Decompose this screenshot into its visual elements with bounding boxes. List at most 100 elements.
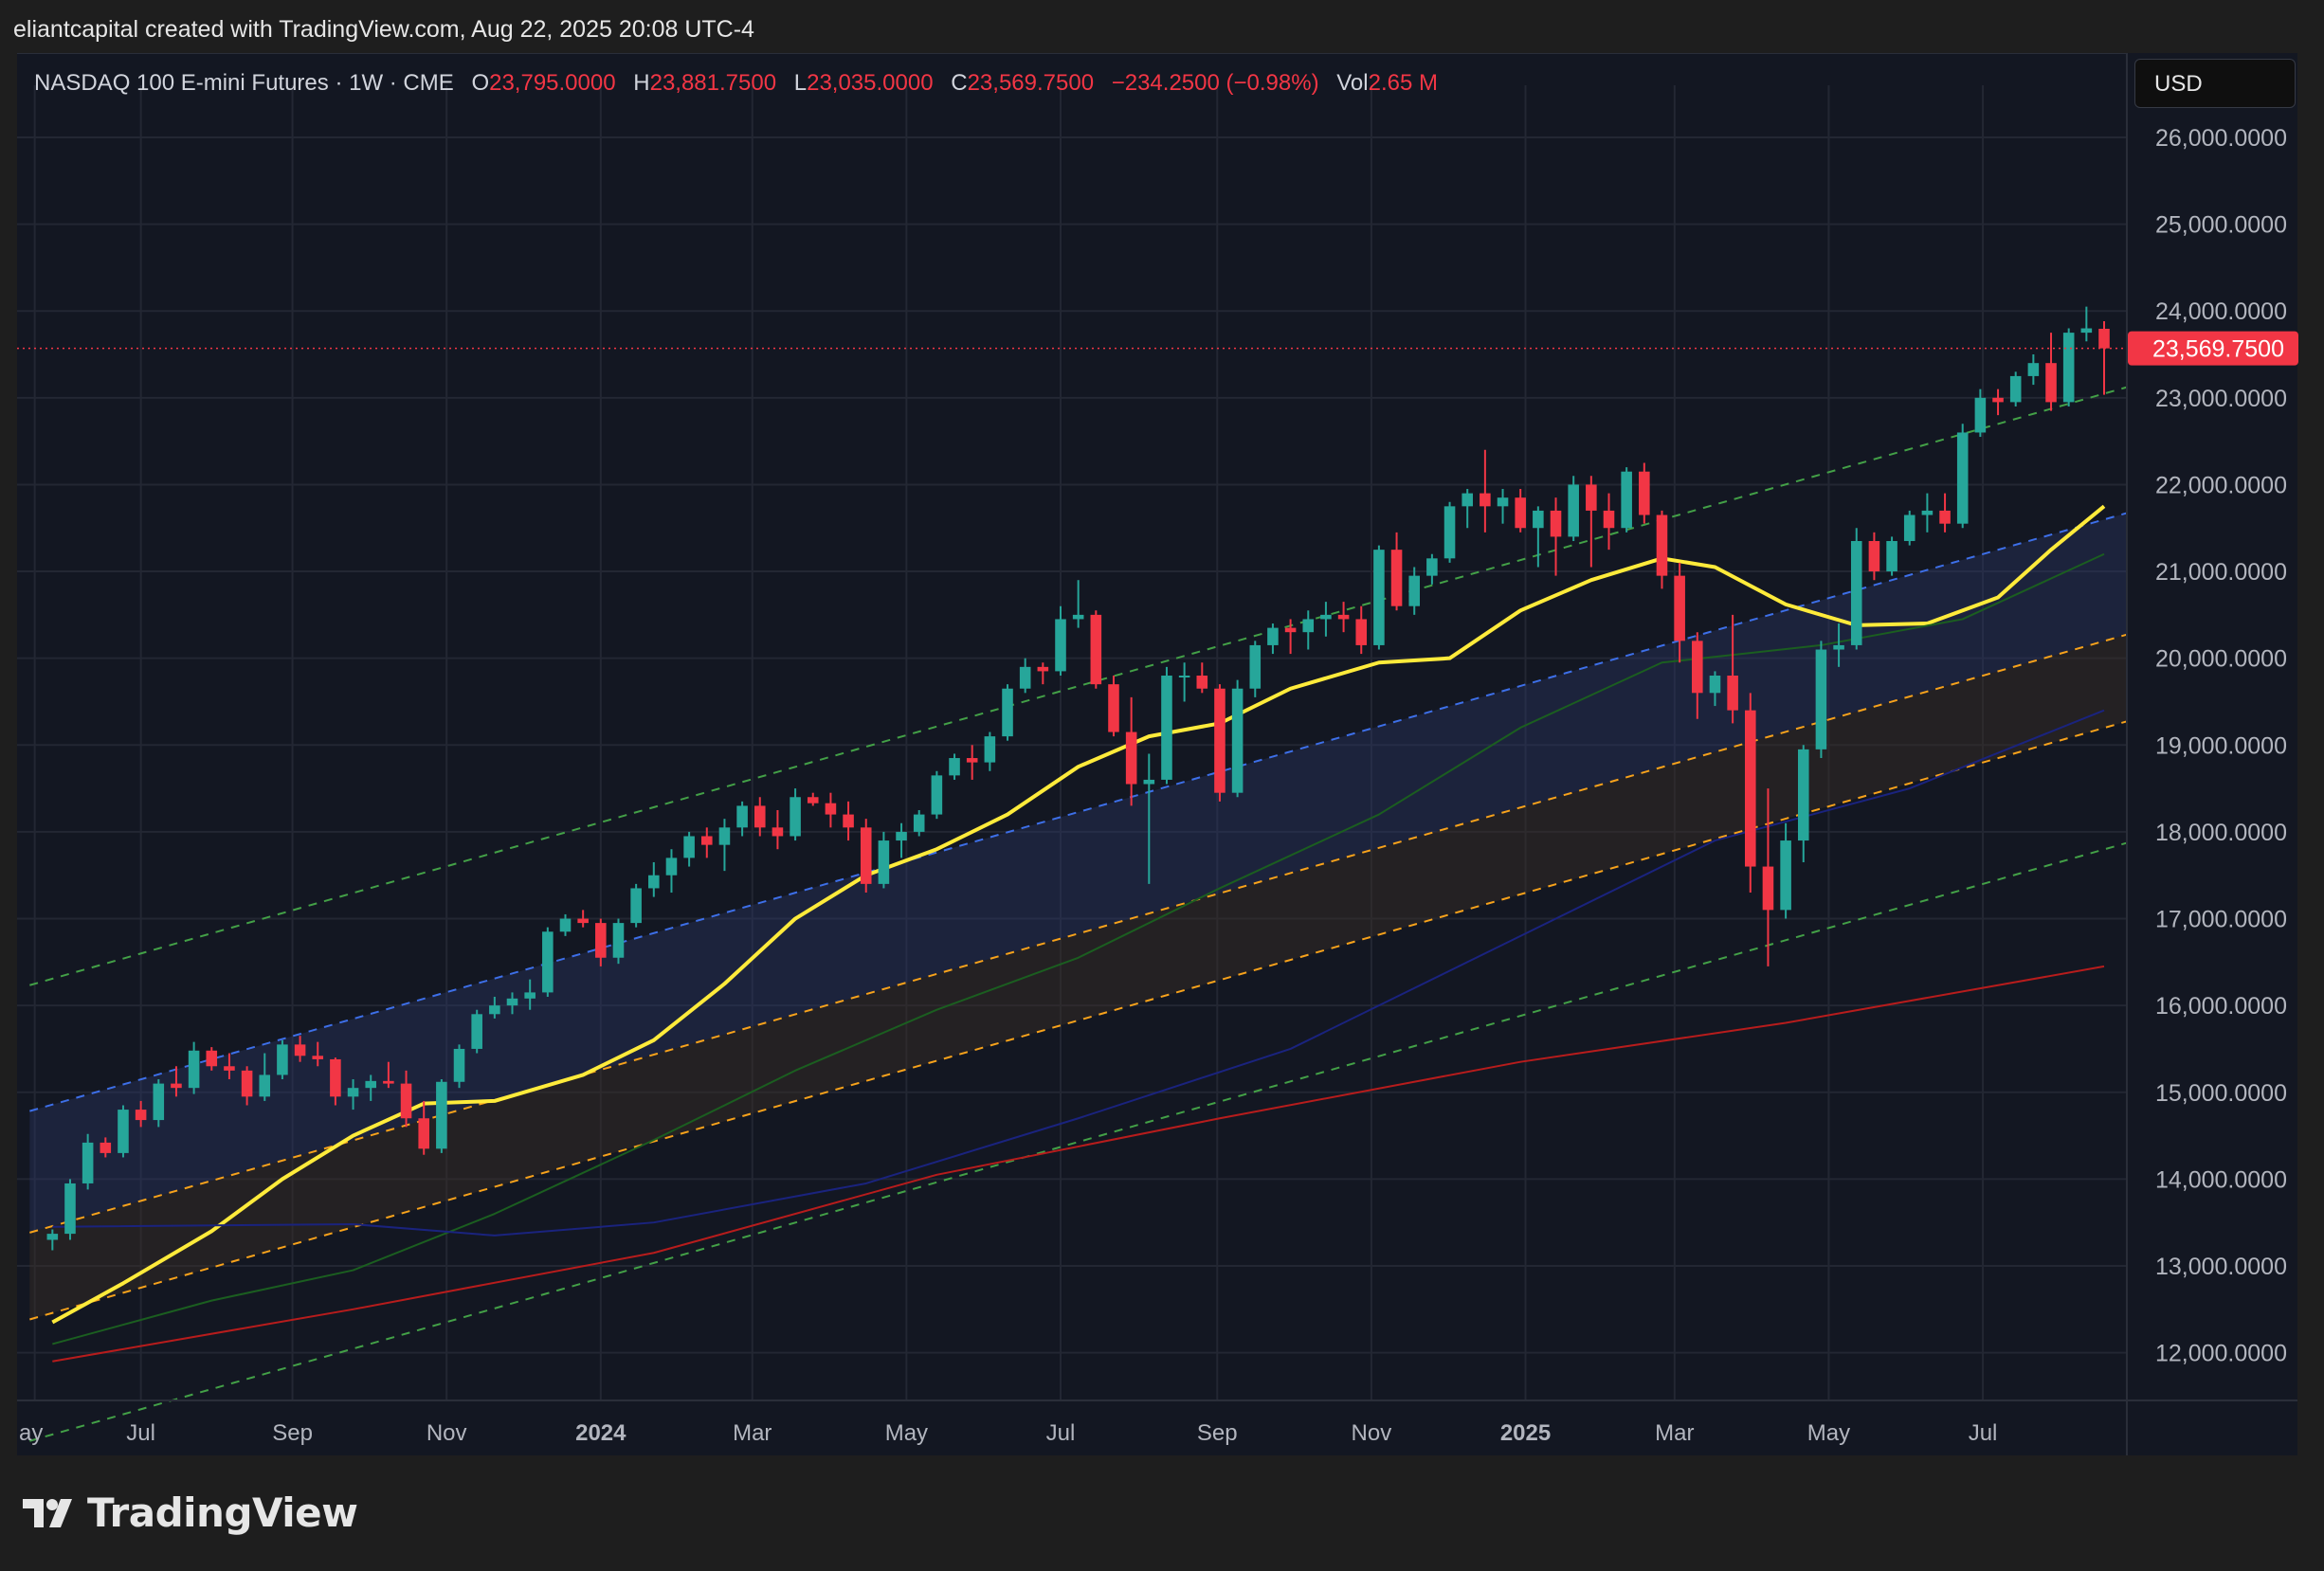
candle-body — [807, 797, 819, 804]
candle-body — [718, 827, 731, 845]
candle-body — [1797, 749, 1809, 841]
candle-body — [1408, 575, 1421, 606]
close-value: 23,569.7500 — [967, 70, 1095, 96]
candle — [736, 801, 748, 837]
x-tick-label: May — [1807, 1420, 1850, 1446]
candle — [1231, 679, 1244, 798]
candle-body — [506, 998, 518, 1006]
candle-body — [700, 836, 713, 845]
candle-body — [383, 1080, 394, 1084]
candle-body — [1072, 614, 1084, 620]
candle-body — [2062, 333, 2075, 403]
candle-body — [1709, 675, 1721, 694]
candle — [2098, 321, 2110, 395]
candle — [753, 797, 766, 837]
y-tick-label: 24,000.0000 — [2155, 298, 2287, 325]
candle-body — [489, 1005, 500, 1015]
candle-body — [1815, 649, 1827, 749]
candle-body — [1161, 675, 1172, 780]
candle — [2045, 333, 2057, 411]
candle — [135, 1100, 147, 1128]
currency-selector[interactable]: USD — [2134, 59, 2296, 108]
candle — [1921, 493, 1934, 533]
candle-body — [1621, 471, 1632, 529]
candle — [1302, 610, 1315, 650]
x-tick-label: Jul — [1046, 1420, 1076, 1446]
candle — [436, 1079, 447, 1153]
candle-body — [1214, 688, 1226, 793]
candle-body — [2009, 375, 2022, 403]
candle — [1621, 467, 1632, 533]
candle — [1868, 532, 1880, 581]
candle-body — [1143, 779, 1155, 785]
candle-body — [1480, 493, 1491, 507]
candle — [1480, 449, 1491, 533]
candle-body — [1019, 666, 1031, 689]
candle — [1249, 641, 1262, 697]
candle — [118, 1105, 129, 1158]
candle-body — [1956, 432, 1969, 524]
candle — [206, 1047, 218, 1071]
candle — [807, 792, 819, 806]
x-tick-label: 2025 — [1500, 1420, 1551, 1446]
candle-body — [860, 827, 872, 884]
candle — [772, 810, 784, 850]
candle-body — [418, 1118, 429, 1149]
moving-average-line — [52, 965, 2105, 1363]
candle — [1426, 553, 1438, 585]
candle — [1850, 528, 1862, 650]
candle-body — [1745, 710, 1756, 867]
candle — [1762, 788, 1774, 966]
candle-body — [1727, 675, 1738, 711]
candle — [612, 918, 625, 965]
candle-body — [1055, 619, 1066, 672]
candle — [1108, 675, 1119, 737]
chart-panel[interactable] — [17, 53, 2297, 1456]
candle — [825, 792, 837, 828]
candle — [1161, 666, 1172, 785]
candle-body — [612, 923, 625, 958]
x-tick-label: May — [885, 1420, 928, 1446]
y-tick-label: 12,000.0000 — [2155, 1341, 2287, 1367]
candle — [506, 992, 518, 1015]
candle-body — [1833, 644, 1844, 650]
candle-body — [1586, 484, 1597, 511]
candle — [648, 861, 660, 897]
candle-body — [1443, 506, 1456, 559]
candle — [1727, 614, 1738, 724]
candle-body — [984, 736, 996, 763]
candle-body — [1780, 840, 1791, 911]
candle — [1143, 753, 1155, 884]
candle — [294, 1036, 306, 1062]
moving-average-line — [51, 504, 2106, 1325]
candle — [1497, 489, 1509, 524]
candle — [64, 1179, 76, 1240]
candle — [896, 822, 907, 858]
change-value: −234.2500 (−0.98%) — [1111, 70, 1319, 96]
x-tick-label: Nov — [1352, 1420, 1392, 1446]
candle-body — [896, 831, 907, 841]
candle-body — [46, 1234, 59, 1240]
candle-body — [1568, 484, 1579, 537]
candle-body — [312, 1056, 324, 1059]
candle-body — [347, 1088, 359, 1097]
candle — [1443, 501, 1456, 563]
candle — [1780, 822, 1791, 919]
candle-body — [1373, 550, 1385, 645]
candle-body — [241, 1070, 253, 1097]
candle — [1408, 567, 1421, 615]
tradingview-logo[interactable]: TradingView — [23, 1490, 358, 1536]
candle-body — [1355, 619, 1368, 645]
candle — [1320, 602, 1332, 637]
candle — [860, 819, 872, 894]
y-tick-label: 20,000.0000 — [2155, 646, 2287, 673]
candle — [1903, 510, 1915, 546]
y-tick-label: 17,000.0000 — [2155, 907, 2287, 933]
grid-lines — [17, 85, 2127, 1400]
candle — [347, 1079, 359, 1111]
candle — [383, 1061, 394, 1089]
candle-body — [1850, 540, 1862, 645]
y-tick-label: 14,000.0000 — [2155, 1166, 2287, 1193]
candle — [1815, 641, 1827, 759]
